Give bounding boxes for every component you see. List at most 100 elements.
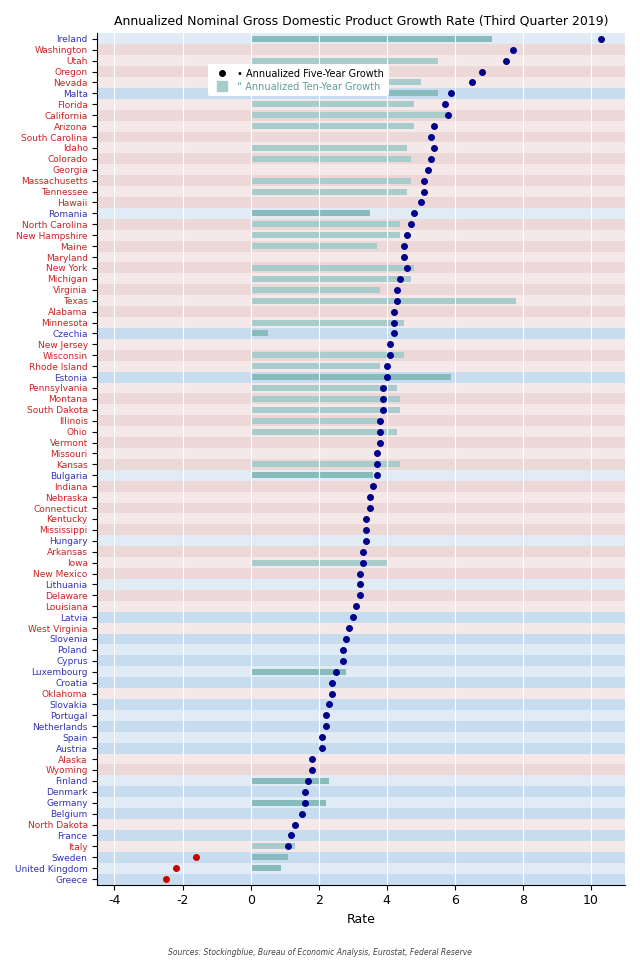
Bar <box>97 404 625 416</box>
Bar <box>251 145 407 151</box>
Bar <box>251 232 401 238</box>
Bar <box>251 560 387 565</box>
Bar <box>97 764 625 776</box>
Bar <box>251 472 373 478</box>
Bar <box>251 396 401 402</box>
Bar <box>97 623 625 634</box>
Bar <box>97 797 625 808</box>
Bar <box>251 243 376 250</box>
Bar <box>97 732 625 743</box>
Bar <box>97 830 625 841</box>
Bar <box>97 754 625 764</box>
Bar <box>97 241 625 252</box>
Bar <box>97 863 625 874</box>
Bar <box>97 776 625 786</box>
Bar <box>251 854 288 860</box>
Bar <box>97 666 625 677</box>
Bar <box>97 677 625 688</box>
Bar <box>251 112 448 118</box>
Legend: • Annualized Five-Year Growth, “ Annualized Ten-Year Growth: • Annualized Five-Year Growth, “ Annuali… <box>208 63 388 96</box>
Bar <box>97 66 625 77</box>
Bar <box>97 88 625 99</box>
Bar <box>97 481 625 492</box>
Bar <box>97 306 625 317</box>
Bar <box>251 287 380 293</box>
Bar <box>251 80 420 85</box>
Bar <box>97 743 625 754</box>
Bar <box>97 99 625 109</box>
Bar <box>97 109 625 121</box>
Bar <box>251 58 438 63</box>
Bar <box>251 363 380 370</box>
Bar <box>97 557 625 568</box>
Bar <box>97 252 625 262</box>
Bar <box>97 262 625 274</box>
Bar <box>251 407 401 413</box>
Bar <box>97 568 625 579</box>
Bar <box>251 669 346 675</box>
Bar <box>251 265 414 271</box>
Text: Sources: Stockingblue, Bureau of Economic Analysis, Eurostat, Federal Reserve: Sources: Stockingblue, Bureau of Economi… <box>168 948 472 957</box>
Bar <box>97 514 625 524</box>
Bar <box>97 688 625 699</box>
Bar <box>97 579 625 589</box>
Bar <box>251 352 404 358</box>
Bar <box>251 320 404 325</box>
Bar <box>97 372 625 382</box>
Bar <box>251 156 411 162</box>
Bar <box>251 330 268 336</box>
Bar <box>251 90 438 96</box>
Bar <box>97 709 625 721</box>
Bar <box>97 786 625 797</box>
Bar <box>97 34 625 44</box>
Bar <box>251 36 492 42</box>
Bar <box>97 546 625 557</box>
Bar <box>97 382 625 394</box>
Bar <box>251 188 407 195</box>
Bar <box>97 601 625 612</box>
Bar <box>251 462 401 468</box>
Bar <box>97 448 625 459</box>
Bar <box>97 819 625 830</box>
Bar <box>97 142 625 154</box>
Bar <box>97 186 625 197</box>
Bar <box>97 634 625 644</box>
Bar <box>251 429 397 435</box>
Bar <box>97 197 625 208</box>
Bar <box>251 385 397 391</box>
Bar <box>251 123 414 129</box>
Bar <box>97 208 625 219</box>
Bar <box>97 55 625 66</box>
Bar <box>97 524 625 536</box>
Bar <box>97 121 625 132</box>
Bar <box>97 841 625 852</box>
Bar <box>97 229 625 241</box>
Bar <box>97 154 625 164</box>
Bar <box>251 418 383 423</box>
Bar <box>97 132 625 142</box>
Bar <box>251 276 411 282</box>
Bar <box>251 178 411 183</box>
Bar <box>97 274 625 284</box>
Bar <box>251 778 329 784</box>
Bar <box>97 852 625 863</box>
Bar <box>97 492 625 503</box>
Bar <box>251 210 370 216</box>
Bar <box>97 219 625 229</box>
Bar <box>97 503 625 514</box>
Bar <box>97 612 625 623</box>
X-axis label: Rate: Rate <box>347 913 376 925</box>
Bar <box>97 175 625 186</box>
Bar <box>97 296 625 306</box>
Bar <box>97 437 625 448</box>
Bar <box>97 808 625 819</box>
Bar <box>97 459 625 469</box>
Bar <box>97 469 625 481</box>
Bar <box>97 164 625 175</box>
Bar <box>251 222 401 228</box>
Bar <box>97 589 625 601</box>
Bar <box>97 328 625 339</box>
Bar <box>251 843 295 850</box>
Bar <box>251 101 414 108</box>
Bar <box>251 298 516 303</box>
